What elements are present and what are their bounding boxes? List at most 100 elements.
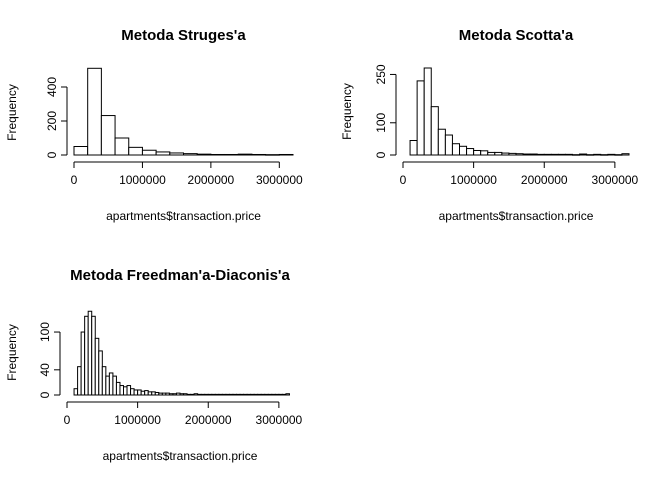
histogram-bar	[529, 153, 538, 156]
histogram-bar	[430, 106, 439, 156]
histogram-bar	[87, 310, 93, 396]
histogram-bar	[179, 393, 185, 396]
histogram-bar	[140, 390, 146, 396]
y-tick-label: 100	[38, 322, 52, 342]
x-tick-label: 3000000	[256, 173, 303, 187]
x-tick-label: 0	[71, 173, 78, 187]
histogram-bar	[119, 385, 124, 396]
histogram-bar	[278, 393, 283, 396]
y-axis-label: Frequency	[5, 324, 19, 381]
histogram-bar	[91, 315, 96, 396]
y-tick-label: 0	[38, 391, 52, 398]
histogram-bar	[137, 389, 142, 396]
histogram-bar	[193, 393, 199, 396]
histogram-bar	[274, 393, 280, 396]
histogram-bar	[579, 153, 588, 156]
histogram-bar	[416, 80, 425, 156]
chart-title: Metoda Struges'a	[121, 27, 246, 44]
x-tick-label: 2000000	[185, 413, 232, 427]
histogram-bar	[257, 393, 262, 396]
histogram-bar	[183, 393, 188, 396]
histogram-bar	[260, 393, 266, 396]
histogram-bar	[126, 385, 132, 396]
histogram-bar	[151, 391, 156, 396]
histogram-bar	[451, 143, 460, 156]
bars	[409, 67, 630, 156]
histogram-bar	[508, 152, 517, 156]
histogram-bar	[168, 393, 174, 396]
x-tick-label: 1000000	[119, 173, 166, 187]
histogram-bar	[550, 153, 559, 156]
histogram-bar	[186, 393, 192, 396]
y-axis-label: Frequency	[340, 83, 354, 140]
histogram-bar	[607, 153, 616, 156]
histogram-bar	[130, 388, 135, 396]
chart-title: Metoda Freedman'a-Diaconis'a	[70, 267, 290, 284]
x-axis-label: apartments$transaction.price	[439, 209, 594, 223]
histogram-bar	[281, 393, 287, 396]
histogram-bar	[487, 151, 496, 156]
histogram-bar	[239, 393, 245, 396]
x-axis-label: apartments$transaction.price	[103, 449, 258, 463]
histogram-bar	[423, 67, 432, 156]
histogram-bar	[183, 153, 198, 156]
histogram-bar	[409, 140, 418, 156]
x-tick-label: 3000000	[256, 413, 303, 427]
histogram-bar	[210, 153, 226, 156]
histogram-bar	[224, 153, 239, 156]
histogram-bar	[473, 149, 482, 156]
histogram-bar	[232, 393, 237, 396]
y-tick-label: 0	[45, 151, 59, 158]
y-tick-label: 100	[374, 112, 388, 132]
histogram-bar	[169, 152, 184, 156]
histogram-bar	[225, 393, 230, 396]
x-tick-label: 0	[64, 413, 71, 427]
y-tick-label: 250	[374, 64, 388, 84]
histogram-bar	[614, 154, 623, 156]
histogram-bar	[172, 393, 177, 396]
histogram-bar	[501, 152, 510, 156]
y-tick-label: 40	[38, 363, 52, 377]
histogram-bar	[437, 128, 446, 156]
x-tick-label: 1000000	[114, 413, 161, 427]
histogram-bar	[444, 134, 453, 156]
histogram-bar	[144, 390, 149, 396]
histogram-bar	[73, 146, 89, 156]
histogram-bar	[265, 154, 280, 156]
histogram-bar	[211, 393, 216, 396]
histogram-bar	[564, 153, 573, 156]
histogram-bar	[114, 137, 130, 156]
histogram-bar	[94, 337, 100, 396]
histogram-bar	[154, 391, 160, 396]
x-tick-label: 2000000	[188, 173, 235, 187]
x-tick-label: 1000000	[450, 173, 497, 187]
bars	[73, 310, 290, 396]
histogram-bar	[214, 393, 220, 396]
histogram-bar	[161, 392, 167, 396]
histogram-bar	[264, 393, 269, 396]
histogram-bar	[459, 145, 468, 156]
histogram-bar	[147, 391, 153, 396]
histogram-bar	[77, 366, 82, 396]
histogram-bar	[246, 393, 252, 396]
histogram-bar	[73, 388, 79, 396]
histogram-bar	[123, 386, 128, 396]
histogram-bar	[128, 146, 143, 156]
histogram-bar	[207, 393, 213, 396]
histogram-bar	[165, 392, 170, 396]
histogram-bar	[236, 393, 241, 396]
x-tick-label: 3000000	[592, 173, 639, 187]
histogram-bar	[494, 151, 503, 156]
histogram-bar	[522, 153, 531, 156]
histogram-bar	[105, 375, 110, 396]
y-tick-label: 200	[45, 111, 59, 131]
histogram-bar	[228, 393, 234, 396]
histogram-bar	[250, 393, 255, 396]
histogram-bar	[204, 393, 209, 396]
histogram-bar	[278, 153, 294, 156]
y-axis-label: Frequency	[5, 84, 19, 141]
histogram-bar	[593, 153, 602, 156]
chart-title: Metoda Scotta'a	[459, 27, 574, 44]
y-tick-label: 0	[374, 151, 388, 158]
